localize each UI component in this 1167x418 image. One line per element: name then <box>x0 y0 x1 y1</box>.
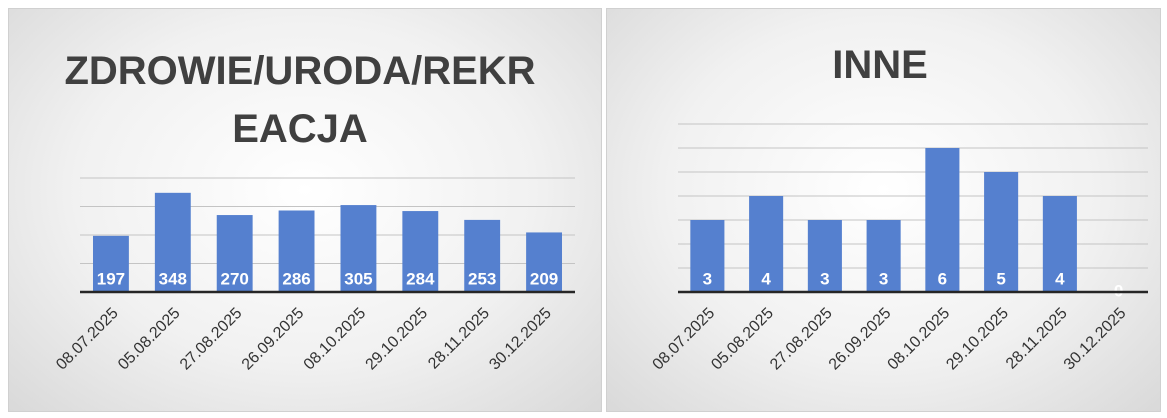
data-label: 209 <box>530 269 558 288</box>
data-label: 4 <box>761 269 771 288</box>
bar <box>216 215 253 292</box>
data-label: 305 <box>344 269 372 288</box>
data-label: 284 <box>406 269 435 288</box>
x-tick-label: 29.10.2025 <box>362 305 431 374</box>
data-label: 3 <box>879 269 888 288</box>
bar <box>1042 196 1077 292</box>
bar <box>807 220 842 292</box>
data-label: 3 <box>703 269 712 288</box>
bar <box>984 172 1019 292</box>
x-tick-label: 27.08.2025 <box>767 305 836 374</box>
data-label: 6 <box>938 269 947 288</box>
bar <box>340 205 377 292</box>
bar <box>464 219 501 292</box>
data-label: 270 <box>221 269 249 288</box>
x-tick-label: 30.12.2025 <box>1061 305 1130 374</box>
chart-panel <box>8 8 602 412</box>
bar <box>402 211 439 292</box>
x-tick-label: 08.07.2025 <box>53 305 122 374</box>
data-label: 253 <box>468 269 496 288</box>
bar <box>526 232 563 292</box>
data-label: 3 <box>820 269 829 288</box>
x-tick-label: 08.10.2025 <box>301 305 370 374</box>
chart-title: ZDROWIE/URODA/REKREACJA <box>64 49 536 151</box>
data-label: 348 <box>159 269 187 288</box>
x-tick-label: 26.09.2025 <box>239 305 308 374</box>
x-tick-label: 28.11.2025 <box>425 305 493 373</box>
bar <box>278 210 315 292</box>
bar <box>925 148 960 292</box>
bar <box>690 220 725 292</box>
x-tick-label: 08.07.2025 <box>650 305 719 374</box>
data-label: 286 <box>282 269 310 288</box>
bar <box>749 196 784 292</box>
bar <box>92 235 129 292</box>
bar <box>154 192 191 292</box>
data-label: 4 <box>1055 269 1065 288</box>
x-tick-label: 05.08.2025 <box>708 305 777 374</box>
chart-title: INNE <box>832 43 928 87</box>
x-tick-label: 27.08.2025 <box>177 305 246 374</box>
x-tick-label: 30.12.2025 <box>486 305 555 374</box>
data-label: 197 <box>97 269 125 288</box>
x-tick-label: 08.10.2025 <box>885 305 954 374</box>
bar <box>866 220 901 292</box>
x-tick-label: 26.09.2025 <box>826 305 895 374</box>
x-tick-label: 05.08.2025 <box>115 305 184 374</box>
data-label: 5 <box>996 269 1005 288</box>
x-tick-label: 29.10.2025 <box>943 305 1012 374</box>
